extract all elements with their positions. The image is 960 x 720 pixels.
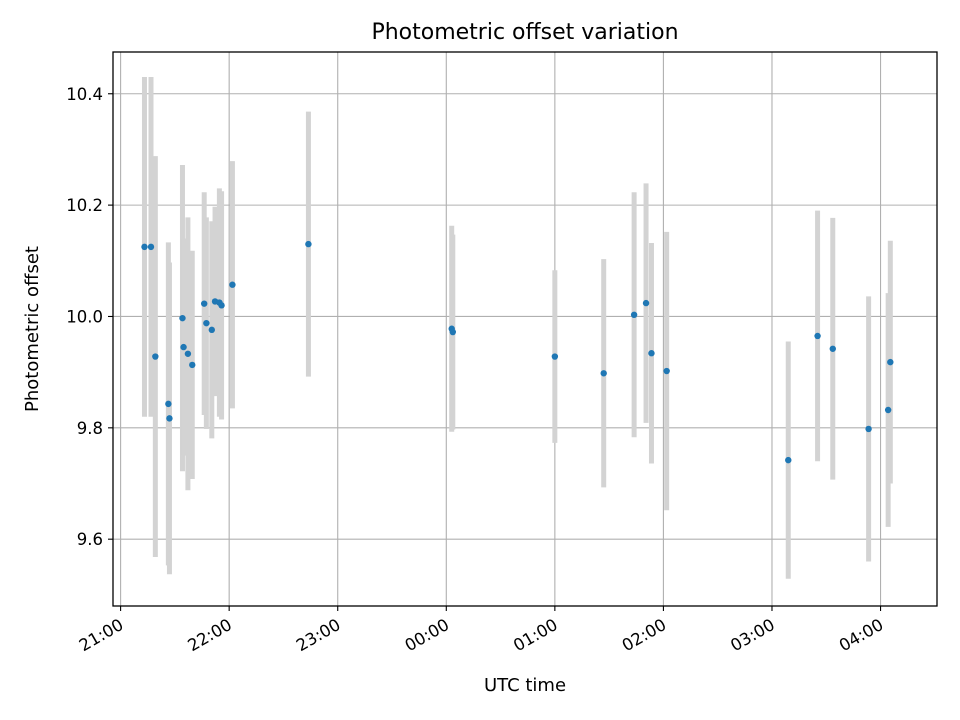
y-tick-label: 10.4 <box>66 85 103 104</box>
x-axis-label: UTC time <box>484 675 566 696</box>
data-point <box>449 328 457 336</box>
data-point <box>179 314 186 322</box>
chart-title: Photometric offset variation <box>371 20 678 45</box>
data-point <box>141 243 148 251</box>
data-point <box>203 319 210 327</box>
plot-area-frame <box>112 51 938 607</box>
data-point <box>865 425 872 433</box>
data-points <box>141 240 894 464</box>
y-axis-label: Photometric offset <box>22 246 43 412</box>
y-tick-label: 10.0 <box>66 307 103 326</box>
data-point <box>884 406 892 414</box>
axis-ticks: 21:00 22:00 23:00 00:00 01:00 02:00 03:00 04:00… <box>66 85 886 655</box>
data-point <box>642 299 650 307</box>
data-point <box>189 361 196 369</box>
data-point <box>630 311 638 319</box>
grid-lines <box>113 52 937 606</box>
data-point <box>229 281 236 288</box>
data-point <box>180 343 187 351</box>
data-point <box>152 353 159 360</box>
data-point <box>829 345 836 352</box>
data-point <box>305 240 312 248</box>
data-point <box>208 326 215 334</box>
data-point <box>165 400 172 408</box>
y-tick-label: 9.6 <box>77 530 103 549</box>
y-tick-label: 10.2 <box>66 196 103 215</box>
data-point <box>551 353 559 360</box>
data-point <box>600 370 607 377</box>
y-tick-label: 9.8 <box>77 419 103 438</box>
data-point <box>887 358 894 366</box>
data-point <box>785 456 792 464</box>
data-point <box>814 332 821 340</box>
data-point <box>648 350 655 357</box>
data-point <box>147 243 155 251</box>
data-point <box>166 415 173 422</box>
data-point <box>663 367 670 375</box>
data-point <box>200 300 208 307</box>
data-point <box>184 350 192 357</box>
data-point <box>218 302 225 309</box>
